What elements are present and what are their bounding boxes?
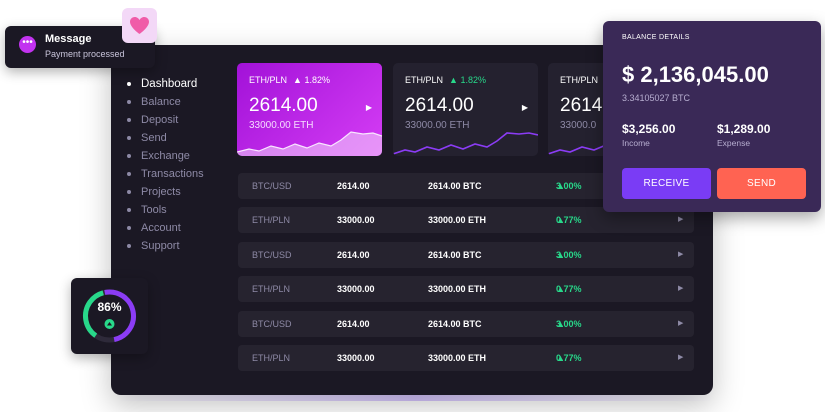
gauge-arc-accent [83,289,136,343]
gauge-percent: 86% [97,300,122,314]
row-amount: 33000.00 ETH [428,353,487,363]
notification-body: Payment processed [45,49,125,59]
heart-icon [130,17,149,34]
chevron-right-icon[interactable]: ▶ [678,216,684,223]
card-price: 2614.00 [249,95,318,116]
card-pair: ETH/PLN [405,75,444,85]
table-row[interactable]: BTC/USD 2614.00 2614.00 BTC ▲ 3.00% ▶ [238,242,694,268]
income-label: Income [622,138,650,148]
sidebar-nav: Dashboard Balance Deposit Send Exchange … [125,75,204,255]
nav-item-tools[interactable]: Tools [125,201,204,219]
chevron-right-icon[interactable]: ▶ [678,320,684,327]
notification-title: Message [45,33,92,45]
chevron-right-icon[interactable]: ▶ [678,354,684,361]
card-price: 2614.00 [405,95,474,116]
expense-label: Expense [717,138,751,148]
caret-up-icon: ▲ [556,319,565,329]
row-amount: 33000.00 ETH [428,215,487,225]
row-value: 2614.00 [337,319,370,329]
row-pair: ETH/PLN [252,353,291,363]
row-pair: BTC/USD [252,250,292,260]
caret-up-icon: ▲ [556,215,565,225]
card-sparkline [393,132,538,155]
balance-btc: 3.34105027 BTC [622,93,691,103]
table-row[interactable]: ETH/PLN 33000.00 33000.00 ETH ▲ 0.77% ▶ [238,276,694,302]
row-value: 33000.00 [337,353,375,363]
row-amount: 2614.00 BTC [428,181,482,191]
chevron-right-icon[interactable]: ▶ [678,285,684,292]
card-change: ▲ 1.82% [449,75,486,85]
row-amount: 2614.00 BTC [428,319,482,329]
nav-item-support[interactable]: Support [125,237,204,255]
balance-amount: $ 2,136,045.00 [622,62,769,87]
caret-up-icon: ▲ [556,250,565,260]
card-eth: 33000.00 ETH [249,120,314,131]
favorite-button[interactable] [122,8,157,43]
row-pair: ETH/PLN [252,215,291,225]
row-value: 2614.00 [337,250,370,260]
row-pair: ETH/PLN [252,284,291,294]
balance-panel: BALANCE DETAILS $ 2,136,045.00 3.3410502… [603,21,821,212]
nav-item-account[interactable]: Account [125,219,204,237]
card-pair: ETH/PLN [560,75,599,85]
caret-up-icon: ▲ [293,75,302,85]
send-button[interactable]: SEND [717,168,806,199]
nav-item-exchange[interactable]: Exchange [125,147,204,165]
balance-title: BALANCE DETAILS [622,34,690,41]
nav-item-projects[interactable]: Projects [125,183,204,201]
row-value: 33000.00 [337,284,375,294]
card-sparkline [237,131,382,156]
chevron-right-icon[interactable]: ▶ [365,103,372,112]
nav-item-balance[interactable]: Balance [125,93,204,111]
row-pair: BTC/USD [252,181,292,191]
progress-gauge: 86% [71,278,148,354]
expense-value: $1,289.00 [717,122,771,136]
caret-up-icon: ▲ [556,181,565,191]
chat-icon: ••• [19,36,36,53]
card-sparkline [548,144,607,155]
caret-up-icon: ▲ [556,284,565,294]
rate-card[interactable]: ETH/PLN ▲ 1.82% 2614.00 33000.00 ETH ▶ [237,63,382,156]
row-value: 33000.00 [337,215,375,225]
nav-item-deposit[interactable]: Deposit [125,111,204,129]
card-eth: 33000.0 [560,120,597,131]
card-eth: 33000.00 ETH [405,120,470,131]
table-row[interactable]: BTC/USD 2614.00 2614.00 BTC ▲ 3.00% ▶ [238,311,694,337]
row-amount: 33000.00 ETH [428,284,487,294]
card-change: ▲ 1.82% [293,75,330,85]
rate-card[interactable]: ETH/PLN ▲ 1.82% 2614.00 33000.00 ETH ▶ [393,63,538,156]
table-row[interactable]: ETH/PLN 33000.00 33000.00 ETH ▲ 0.77% ▶ [238,345,694,371]
row-pair: BTC/USD [252,319,292,329]
card-price: 2614 [560,95,603,116]
chevron-right-icon[interactable]: ▶ [521,103,528,112]
nav-item-dashboard[interactable]: Dashboard [125,75,204,93]
card-pair: ETH/PLN [249,75,288,85]
caret-up-icon: ▲ [449,75,458,85]
receive-button[interactable]: RECEIVE [622,168,711,199]
caret-up-icon: ▲ [556,353,565,363]
chevron-right-icon[interactable]: ▶ [678,251,684,258]
income-value: $3,256.00 [622,122,676,136]
row-amount: 2614.00 BTC [428,250,482,260]
gauge-arc [83,289,136,343]
nav-item-transactions[interactable]: Transactions [125,165,204,183]
nav-item-send[interactable]: Send [125,129,204,147]
gauge-ring [83,289,136,343]
row-value: 2614.00 [337,181,370,191]
